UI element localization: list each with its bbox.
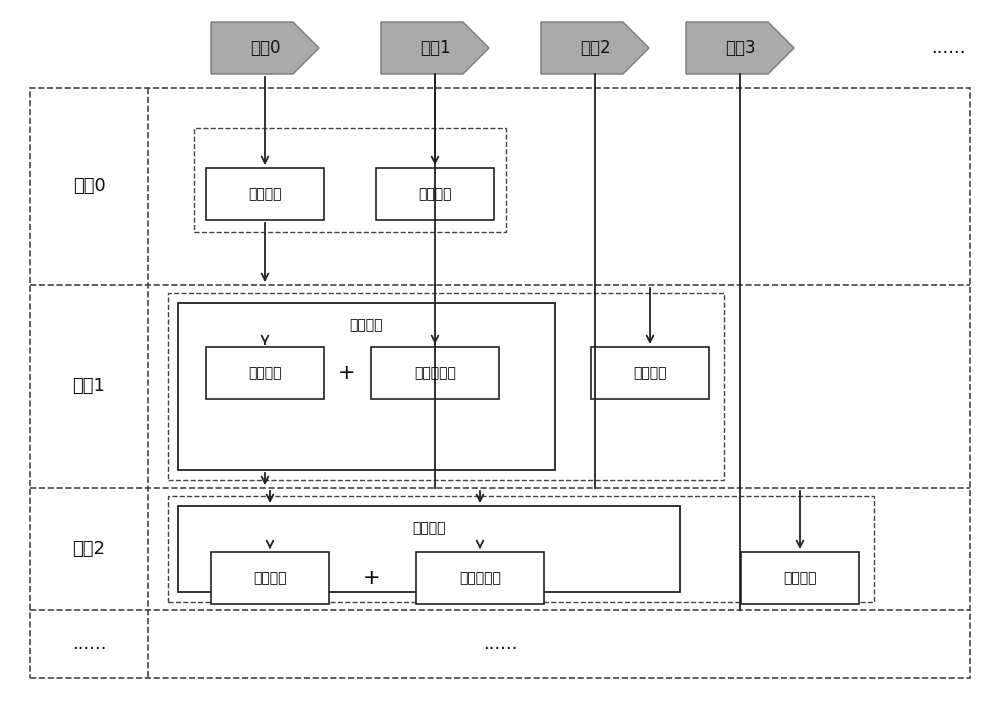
Text: 新训练数据: 新训练数据 [459, 571, 501, 585]
Bar [194, 128, 506, 232]
Polygon shape [686, 22, 794, 74]
Text: 测试数据: 测试数据 [633, 366, 667, 380]
Text: +: + [338, 363, 356, 383]
Bar [211, 552, 329, 604]
Polygon shape [541, 22, 649, 74]
Text: 支持向量: 支持向量 [248, 366, 282, 380]
Bar [178, 303, 555, 470]
Polygon shape [211, 22, 319, 74]
Text: 训练数据: 训练数据 [349, 318, 383, 332]
Bar [741, 552, 859, 604]
Text: 批次0: 批次0 [250, 39, 280, 57]
Text: ......: ...... [483, 635, 517, 653]
Text: ......: ...... [931, 39, 965, 57]
Text: 测试数据: 测试数据 [783, 571, 817, 585]
Text: 批次1: 批次1 [420, 39, 450, 57]
Text: 迭代0: 迭代0 [73, 178, 105, 195]
Bar [30, 88, 970, 678]
Text: 批次2: 批次2 [580, 39, 610, 57]
Bar [168, 496, 874, 602]
Text: 训练数据: 训练数据 [412, 521, 446, 535]
Text: 支持向量: 支持向量 [253, 571, 287, 585]
Bar [168, 293, 724, 480]
Bar [591, 347, 709, 399]
Bar [416, 552, 544, 604]
Text: 迭代2: 迭代2 [72, 540, 106, 558]
Text: +: + [363, 568, 381, 588]
Text: 测试数据: 测试数据 [418, 187, 452, 202]
Bar [206, 347, 324, 399]
Text: 迭代1: 迭代1 [73, 378, 105, 395]
Text: 新训练数据: 新训练数据 [414, 366, 456, 380]
Text: ......: ...... [72, 635, 106, 653]
Bar [376, 168, 494, 220]
Polygon shape [381, 22, 489, 74]
Bar [206, 168, 324, 220]
Text: 批次3: 批次3 [725, 39, 755, 57]
Bar [178, 506, 680, 592]
Text: 训练数据: 训练数据 [248, 187, 282, 202]
Bar [371, 347, 499, 399]
